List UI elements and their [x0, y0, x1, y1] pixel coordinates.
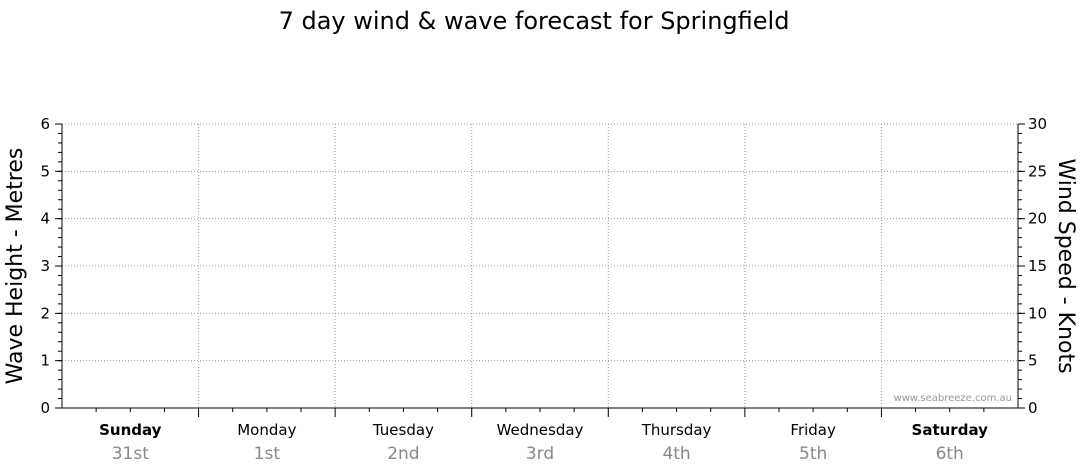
y2-tick-label: 25 — [1028, 162, 1047, 180]
grid-lines — [62, 123, 1018, 408]
day-name-label: Tuesday — [372, 421, 434, 439]
y-tick-label: 5 — [40, 162, 50, 180]
y2-tick-label: 0 — [1028, 399, 1038, 417]
y2-tick-label: 5 — [1028, 352, 1038, 370]
day-date-label: 4th — [662, 444, 690, 464]
day-date-label: 6th — [936, 444, 964, 464]
x-axis-ticks — [95, 408, 985, 417]
y-tick-label: 2 — [40, 304, 50, 322]
y-tick-label: 0 — [40, 399, 50, 417]
watermark-text: www.seabreeze.com.au — [894, 393, 1012, 404]
day-name-label: Thursday — [641, 421, 712, 439]
day-name-label: Sunday — [99, 421, 162, 439]
day-date-label: 1st — [254, 444, 281, 464]
y2-tick-label: 20 — [1028, 210, 1047, 228]
y2-axis-title: Wind Speed - Knots — [1053, 158, 1078, 373]
day-date-label: 5th — [799, 444, 827, 464]
day-name-label: Monday — [237, 421, 296, 439]
y2-tick-label: 10 — [1028, 304, 1047, 322]
y-tick-label: 1 — [40, 352, 50, 370]
y2-tick-label: 30 — [1028, 115, 1047, 133]
left-axis-ticks: 0 1 2 3 4 5 6 — [40, 115, 62, 417]
day-date-label: 2nd — [387, 444, 419, 464]
chart-title: 7 day wind & wave forecast for Springfie… — [279, 7, 790, 35]
y-tick-label: 3 — [40, 257, 50, 275]
day-name-label: Wednesday — [497, 421, 584, 439]
day-name-label: Friday — [790, 421, 836, 439]
y-axis-title: Wave Height - Metres — [3, 148, 28, 385]
day-date-label: 31st — [112, 444, 149, 464]
day-date-label: 3rd — [526, 444, 554, 464]
y2-tick-label: 15 — [1028, 257, 1047, 275]
y-tick-label: 4 — [40, 210, 50, 228]
right-axis-ticks: 0 5 10 15 20 25 30 — [1018, 115, 1047, 417]
day-name-label: Saturday — [912, 421, 989, 439]
day-labels: Sunday 31st Monday 1st Tuesday 2nd Wednesday 3r… — [99, 421, 988, 464]
y-tick-label: 6 — [40, 115, 50, 133]
